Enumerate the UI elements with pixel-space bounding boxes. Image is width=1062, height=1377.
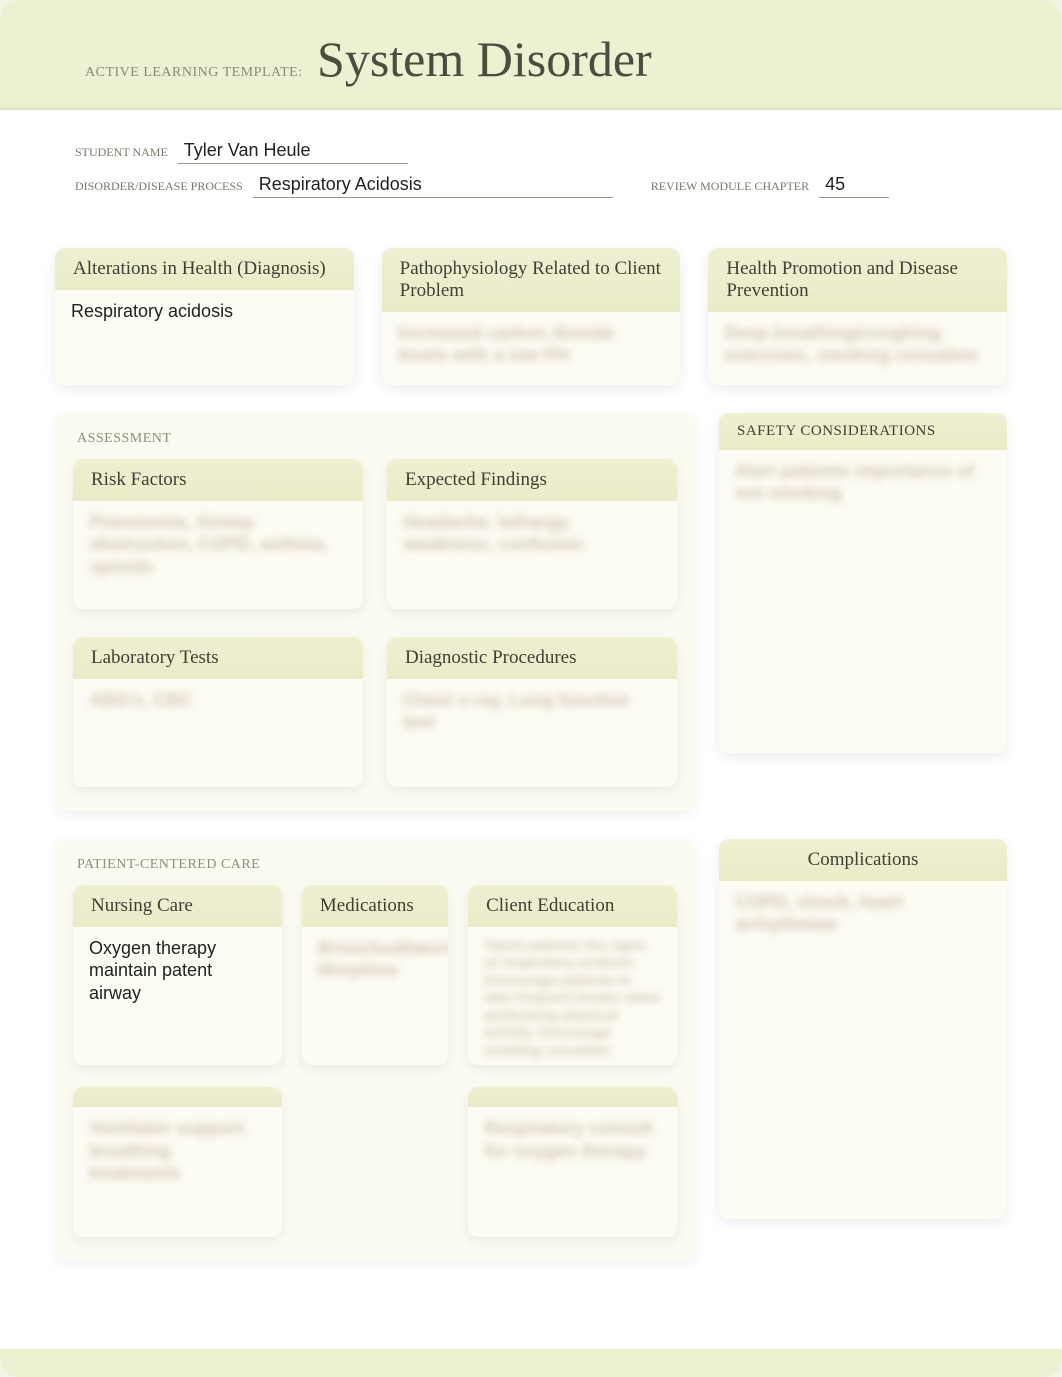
complications-body: COPD, shock, heart arrhythmias <box>719 881 1007 942</box>
findings-body: Headache, lethargy, weakness, confusion <box>387 501 677 562</box>
alterations-body: Respiratory acidosis <box>55 290 354 329</box>
risk-title: Risk Factors <box>73 459 363 501</box>
meds-body: Bronchodilators, Morphine <box>302 927 448 988</box>
assessment-row2: Laboratory Tests ABG's, CBC Diagnostic P… <box>73 637 677 787</box>
template-title: System Disorder <box>317 30 652 88</box>
education2-card: Respiratory consult for oxygen therapy <box>468 1087 677 1237</box>
education-title: Client Education <box>468 885 677 927</box>
care-group: PATIENT-CENTERED CARE Nursing Care Oxyge… <box>55 839 695 1261</box>
risk-body: Pneumonia, Airway obstruction, COPD, ast… <box>73 501 363 585</box>
diag-title: Diagnostic Procedures <box>387 637 677 679</box>
alterations-card: Alterations in Health (Diagnosis) Respir… <box>55 248 354 385</box>
care-label: PATIENT-CENTERED CARE <box>77 857 677 873</box>
nursing-title: Nursing Care <box>73 885 282 927</box>
safety-body: Alert patients importance of not smoking <box>719 450 1007 511</box>
disease-row: DISORDER/DISEASE PROCESS Respiratory Aci… <box>75 174 987 198</box>
assessment-group: ASSESSMENT Risk Factors Pneumonia, Airwa… <box>55 413 695 811</box>
assessment-label: ASSESSMENT <box>77 431 677 447</box>
assessment-row1: Risk Factors Pneumonia, Airway obstructi… <box>73 459 677 609</box>
safety-title: SAFETY CONSIDERATIONS <box>719 413 1007 450</box>
labs-card: Laboratory Tests ABG's, CBC <box>73 637 363 787</box>
education2-title <box>468 1087 677 1107</box>
complications-col: Complications COPD, shock, heart arrhyth… <box>719 839 1007 1289</box>
meta-block: STUDENT NAME Tyler Van Heule DISORDER/DI… <box>0 110 1062 248</box>
disease-label: DISORDER/DISEASE PROCESS <box>75 179 243 194</box>
nursing2-card: Ventilator support, breathing treatments <box>73 1087 282 1237</box>
student-label: STUDENT NAME <box>75 145 168 160</box>
education2-body: Respiratory consult for oxygen therapy <box>468 1107 677 1168</box>
nursing-body: Oxygen therapy maintain patent airway <box>73 927 282 1011</box>
care-complications-row: PATIENT-CENTERED CARE Nursing Care Oxyge… <box>55 839 1007 1289</box>
content-area: Alterations in Health (Diagnosis) Respir… <box>0 248 1062 1349</box>
labs-body: ABG's, CBC <box>73 679 363 718</box>
care-grid: Nursing Care Oxygen therapy maintain pat… <box>73 885 677 1065</box>
safety-card: SAFETY CONSIDERATIONS Alert patients imp… <box>719 413 1007 753</box>
findings-title: Expected Findings <box>387 459 677 501</box>
risk-card: Risk Factors Pneumonia, Airway obstructi… <box>73 459 363 609</box>
safety-col: SAFETY CONSIDERATIONS Alert patients imp… <box>719 413 1007 839</box>
diag-card: Diagnostic Procedures Chest x-ray, Lung … <box>387 637 677 787</box>
complications-card: Complications COPD, shock, heart arrhyth… <box>719 839 1007 1219</box>
assessment-safety-row: ASSESSMENT Risk Factors Pneumonia, Airwa… <box>55 413 1007 839</box>
health-promo-card: Health Promotion and Disease Prevention … <box>708 248 1007 385</box>
care-bottom: Ventilator support, breathing treatments… <box>73 1087 677 1237</box>
meds-title: Medications <box>302 885 448 927</box>
patho-body: Increased carbon dioxide levels with a l… <box>382 312 681 373</box>
student-name-field[interactable]: Tyler Van Heule <box>178 140 408 164</box>
patho-card: Pathophysiology Related to Client Proble… <box>382 248 681 385</box>
labs-title: Laboratory Tests <box>73 637 363 679</box>
education-body: Teach patients the signs of respiratory … <box>468 927 677 1066</box>
chapter-label: REVIEW MODULE CHAPTER <box>651 179 809 194</box>
header-band: ACTIVE LEARNING TEMPLATE: System Disorde… <box>0 0 1062 110</box>
health-promo-body: Deep breathing/coughing exercises, smoki… <box>708 312 1007 373</box>
meds-card: Medications Bronchodilators, Morphine <box>302 885 448 1065</box>
template-prefix: ACTIVE LEARNING TEMPLATE: <box>85 65 303 81</box>
nursing2-body: Ventilator support, breathing treatments <box>73 1107 282 1191</box>
findings-card: Expected Findings Headache, lethargy, we… <box>387 459 677 609</box>
nursing2-title <box>73 1087 282 1107</box>
top-row: Alterations in Health (Diagnosis) Respir… <box>55 248 1007 385</box>
nursing-card: Nursing Care Oxygen therapy maintain pat… <box>73 885 282 1065</box>
diag-body: Chest x-ray, Lung function test <box>387 679 677 740</box>
page: ACTIVE LEARNING TEMPLATE: System Disorde… <box>0 0 1062 1377</box>
chapter-field[interactable]: 45 <box>819 174 889 198</box>
patho-title: Pathophysiology Related to Client Proble… <box>382 248 681 312</box>
disease-field[interactable]: Respiratory Acidosis <box>253 174 613 198</box>
complications-title: Complications <box>719 839 1007 881</box>
student-row: STUDENT NAME Tyler Van Heule <box>75 140 987 164</box>
alterations-title: Alterations in Health (Diagnosis) <box>55 248 354 290</box>
health-promo-title: Health Promotion and Disease Prevention <box>708 248 1007 312</box>
education-card: Client Education Teach patients the sign… <box>468 885 677 1065</box>
